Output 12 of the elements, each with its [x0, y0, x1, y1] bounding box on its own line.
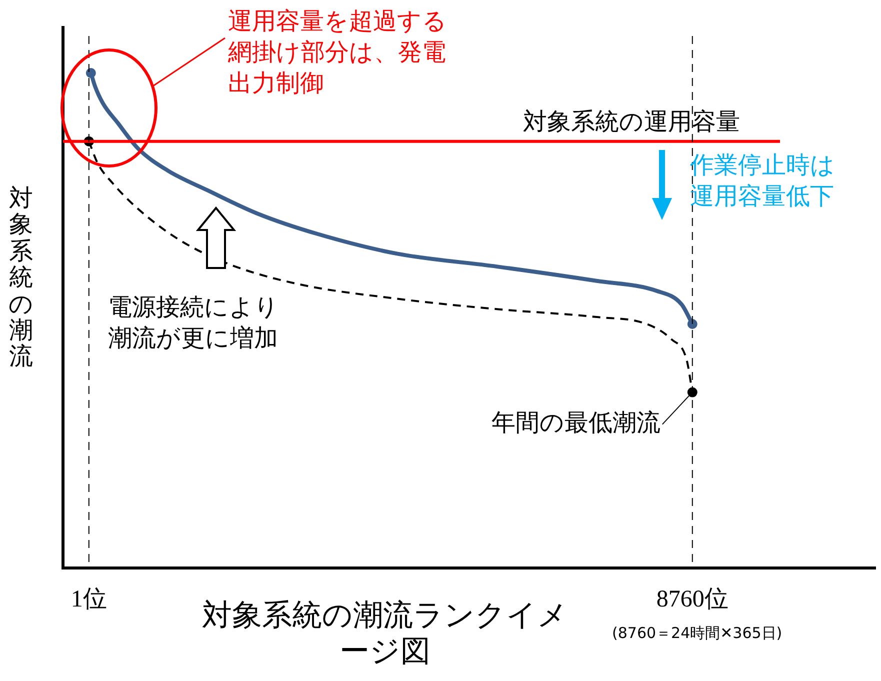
annotation: 電源接続により潮流が更に増加: [108, 292, 280, 354]
x-tick-label: 1位: [70, 586, 107, 613]
annotation: 作業停止時は運用容量低下: [690, 150, 836, 212]
y-axis-title: 対象系統の潮流: [8, 184, 34, 370]
text: (8760＝24時間✕365日): [612, 624, 782, 644]
x-axis-title: 対象系統の潮流ランクイメージ図: [201, 598, 569, 670]
point: [86, 68, 96, 78]
point: [687, 318, 698, 329]
ref-line-label: 対象系統の運用容量: [523, 108, 740, 136]
annotation: 年間の最低潮流: [491, 408, 660, 437]
x-tick-label: 8760位: [656, 586, 728, 613]
annotation: 運用容量を超過する網掛け部分は、発電出力制御: [228, 6, 448, 100]
